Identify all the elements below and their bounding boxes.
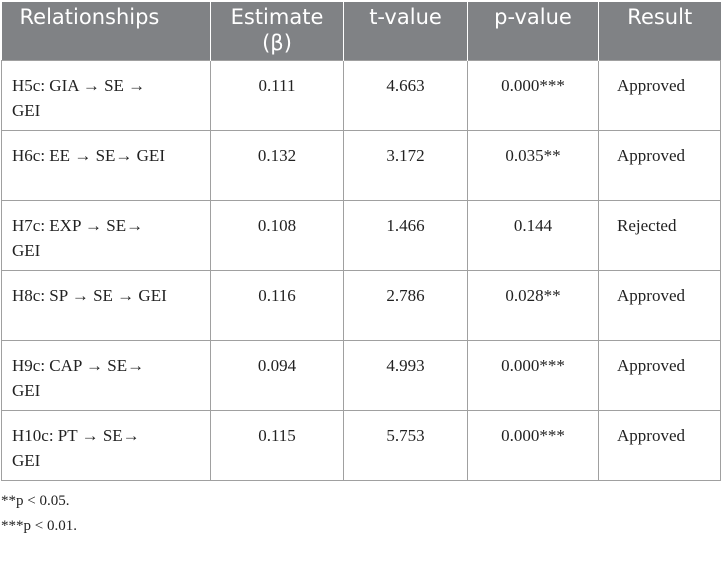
table-cell: 0.132 xyxy=(210,130,344,201)
table-cell: 0.028** xyxy=(467,270,599,341)
footnote: **p < 0.05. xyxy=(1,493,70,509)
table-cell: 1.466 xyxy=(343,200,468,271)
table-cell: 0.115 xyxy=(210,410,344,481)
table-cell: 4.663 xyxy=(343,60,468,131)
table-row: H5c: GIA → SE → GEI 0.111 4.663 0.000*** App… xyxy=(1,60,721,131)
table-cell: 0.094 xyxy=(210,340,344,411)
table-head: Relationships Estimate (β) t-value p-value R… xyxy=(1,2,721,61)
table-cell: 0.035** xyxy=(467,130,599,201)
table-row: H10c: PT → SE→ GEI 0.115 5.753 0.000*** Appr… xyxy=(1,410,721,481)
table-body: H5c: GIA → SE → GEI 0.111 4.663 0.000*** App… xyxy=(1,60,721,481)
results-table: Relationships Estimate (β) t-value p-value R… xyxy=(1,2,721,481)
column-header: t-value xyxy=(343,2,468,61)
table-cell: 0.108 xyxy=(210,200,344,271)
table-cell: 0.000*** xyxy=(467,60,599,131)
table-cell: Approved xyxy=(598,340,721,411)
table-wrap: Relationships Estimate (β) t-value p-value R… xyxy=(1,2,721,539)
table-cell: 4.993 xyxy=(343,340,468,411)
table-row: H6c: EE → SE→ GEI 0.132 3.172 0.035** Approv… xyxy=(1,130,721,201)
table-cell: Approved xyxy=(598,130,721,201)
table-cell: Rejected xyxy=(598,200,721,271)
table-cell: H9c: CAP → SE→ GEI xyxy=(1,340,211,411)
table-cell: Approved xyxy=(598,270,721,341)
table-cell: H7c: EXP → SE→ GEI xyxy=(1,200,211,271)
table-cell: 3.172 xyxy=(343,130,468,201)
table-cell: Approved xyxy=(598,410,721,481)
column-header: Estimate (β) xyxy=(210,2,344,61)
table-row: H9c: CAP → SE→ GEI 0.094 4.993 0.000*** Appr… xyxy=(1,340,721,411)
footnotes: **p < 0.05. ***p < 0.01. xyxy=(1,489,720,539)
table-row: H7c: EXP → SE→ GEI 0.108 1.466 0.144 Rejecte… xyxy=(1,200,721,271)
table-cell: 2.786 xyxy=(343,270,468,341)
table-cell: 0.111 xyxy=(210,60,344,131)
table-cell: 5.753 xyxy=(343,410,468,481)
table-cell: H6c: EE → SE→ GEI xyxy=(1,130,211,201)
header-row: Relationships Estimate (β) t-value p-value R… xyxy=(1,2,721,61)
footnote: ***p < 0.01. xyxy=(1,518,77,534)
table-cell: H8c: SP → SE → GEI xyxy=(1,270,211,341)
table-cell: 0.144 xyxy=(467,200,599,271)
table-cell: 0.000*** xyxy=(467,340,599,411)
table-cell: 0.116 xyxy=(210,270,344,341)
table-cell: Approved xyxy=(598,60,721,131)
table-cell: 0.000*** xyxy=(467,410,599,481)
table-cell: H5c: GIA → SE → GEI xyxy=(1,60,211,131)
table-row: H8c: SP → SE → GEI 0.116 2.786 0.028** Appro… xyxy=(1,270,721,341)
column-header: Relationships xyxy=(1,2,211,61)
table-cell: H10c: PT → SE→ GEI xyxy=(1,410,211,481)
column-header: Result xyxy=(598,2,721,61)
column-header: p-value xyxy=(467,2,599,61)
